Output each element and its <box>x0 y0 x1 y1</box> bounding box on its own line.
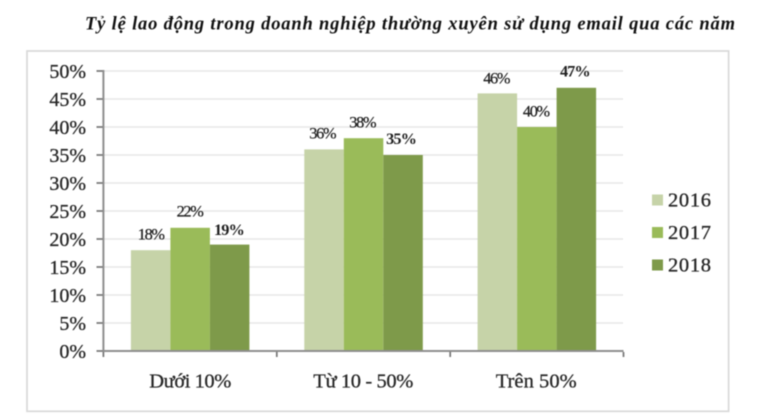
svg-text:25%: 25% <box>49 201 86 223</box>
svg-text:40%: 40% <box>49 117 86 139</box>
svg-text:2016: 2016 <box>668 190 711 212</box>
svg-text:38%: 38% <box>349 112 376 131</box>
svg-text:30%: 30% <box>49 173 86 195</box>
svg-text:46%: 46% <box>483 69 510 88</box>
svg-text:0%: 0% <box>59 341 86 363</box>
svg-text:18%: 18% <box>138 225 165 244</box>
svg-text:Từ 10 - 50%: Từ 10 - 50% <box>313 370 413 392</box>
svg-text:19%: 19% <box>214 220 245 239</box>
svg-text:Dưới 10%: Dưới 10% <box>149 370 231 392</box>
svg-text:Trên 50%: Trên 50% <box>496 370 577 392</box>
svg-text:Tỷ lệ lao động trong doanh ngh: Tỷ lệ lao động trong doanh nghiệp thường… <box>85 14 735 34</box>
svg-text:45%: 45% <box>49 89 86 111</box>
svg-text:36%: 36% <box>309 124 336 143</box>
svg-text:20%: 20% <box>49 229 86 251</box>
svg-text:40%: 40% <box>523 102 550 121</box>
svg-text:47%: 47% <box>560 62 591 81</box>
svg-text:35%: 35% <box>49 145 86 167</box>
svg-text:10%: 10% <box>49 285 86 307</box>
svg-text:2018: 2018 <box>668 255 711 277</box>
svg-text:35%: 35% <box>386 129 417 148</box>
svg-text:50%: 50% <box>49 61 86 83</box>
svg-text:15%: 15% <box>49 257 86 279</box>
svg-text:22%: 22% <box>177 201 204 220</box>
svg-text:5%: 5% <box>59 313 86 335</box>
svg-text:2017: 2017 <box>668 222 711 244</box>
